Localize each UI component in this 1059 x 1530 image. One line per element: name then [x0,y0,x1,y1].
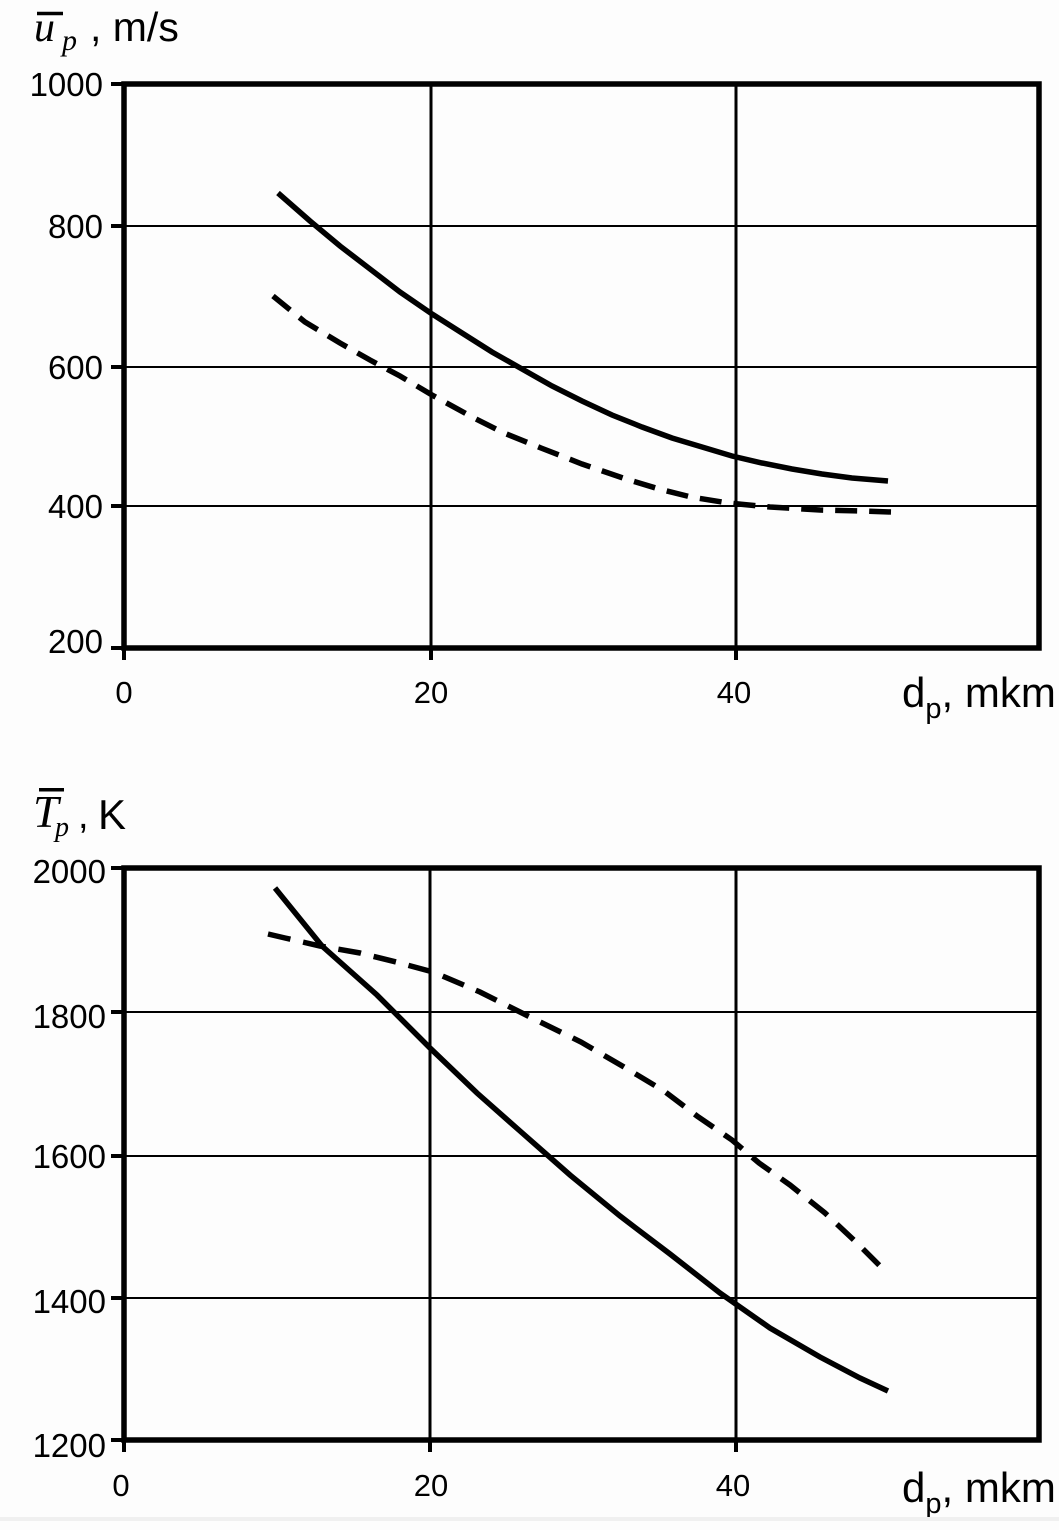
svg-text:0: 0 [115,675,132,710]
svg-text:u: u [34,5,55,51]
svg-text:1600: 1600 [33,1138,106,1175]
svg-text:40: 40 [716,1468,750,1503]
svg-text:600: 600 [48,349,103,386]
svg-text:1200: 1200 [33,1427,106,1464]
svg-text:1800: 1800 [33,998,106,1035]
svg-text:p: p [53,812,69,843]
svg-text:2000: 2000 [33,853,106,890]
svg-text:800: 800 [48,208,103,245]
svg-text:20: 20 [414,675,448,710]
svg-text:, m/s: , m/s [90,4,179,50]
svg-text:,: , [78,795,89,837]
svg-text:0: 0 [112,1468,129,1503]
svg-text:p: p [60,24,77,57]
svg-text:200: 200 [48,623,103,660]
svg-text:T: T [33,786,62,837]
svg-text:dp, mkm: dp, mkm [902,669,1056,725]
svg-text:40: 40 [717,675,751,710]
svg-text:400: 400 [48,488,103,525]
svg-text:K: K [98,791,126,838]
svg-text:20: 20 [414,1468,448,1503]
svg-text:1000: 1000 [30,66,103,103]
svg-text:dp, mkm: dp, mkm [902,1464,1056,1520]
svg-text:1400: 1400 [33,1283,106,1320]
